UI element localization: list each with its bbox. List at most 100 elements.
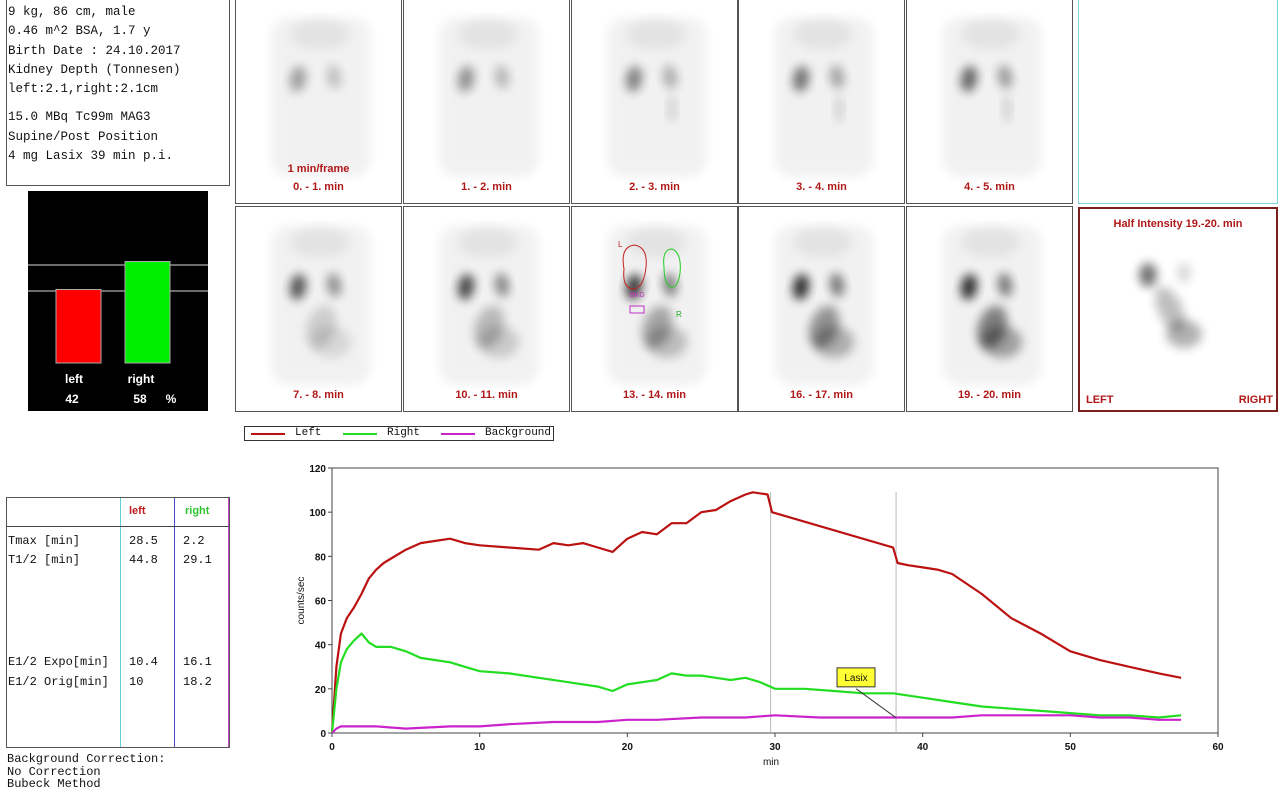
scan-image (942, 17, 1042, 177)
frame-rate-label: 1 min/frame (287, 163, 350, 175)
head-region (290, 18, 350, 50)
uptake-blob (1003, 95, 1011, 123)
plot-frame (331, 467, 1219, 734)
x-tick-label: 10 (474, 742, 486, 753)
annotation-leader (855, 688, 897, 719)
bar-right-value: 58 (133, 392, 147, 406)
roi-left (622, 244, 647, 290)
head-region (793, 226, 853, 258)
uptake-blob (982, 326, 1022, 358)
uptake-blob (289, 66, 307, 92)
renogram-frames: 0. - 1. min 1 min/frame 1. - 2. min 2. - 3.… (235, 0, 1075, 412)
results-table: left right Tmax [min] 28.5 2.2 T1/2 [min… (6, 497, 230, 748)
y-tick-label: 20 (315, 685, 327, 696)
frame-time-label: 4. - 5. min (964, 181, 1015, 193)
scan-image (271, 17, 371, 177)
roi-right-label: R (676, 310, 682, 319)
frame-time-label: 13. - 14. min (623, 389, 686, 401)
roi-background-label: BKG (630, 292, 645, 299)
table-cell-left: 10 (129, 675, 144, 689)
scan-frame: 2. - 3. min (571, 0, 738, 204)
uptake-blob (814, 326, 854, 358)
scan-image (607, 17, 707, 177)
roi-right (663, 248, 681, 288)
legend-label: Background (485, 427, 552, 439)
scan-frame: 0. - 1. min 1 min/frame (235, 0, 402, 204)
uptake-blob (457, 66, 475, 92)
uptake-blob (1177, 263, 1191, 283)
uptake-blob (960, 274, 978, 300)
uptake-blob (835, 95, 843, 123)
table-row-label: T1/2 [min] (8, 553, 81, 567)
head-region (458, 18, 518, 50)
scan-frame: 7. - 8. min (235, 206, 402, 412)
legend-label: Left (295, 427, 322, 439)
head-region (961, 226, 1021, 258)
half-intensity-title: Half Intensity 19.-20. min (1113, 218, 1243, 230)
uptake-blob (326, 65, 342, 89)
uptake-blob (997, 65, 1013, 89)
scan-frame: L R BKG 13. - 14. min (571, 206, 738, 412)
x-tick-label: 60 (1212, 742, 1224, 753)
y-tick-label: 0 (320, 729, 326, 740)
head-region (626, 18, 686, 50)
scan-frame: 19. - 20. min (906, 206, 1073, 412)
info-line: Supine/Post Position (8, 129, 159, 144)
uptake-blob (625, 66, 643, 92)
frame-time-label: 0. - 1. min (293, 181, 344, 193)
table-cell-left: 28.5 (129, 534, 158, 548)
frame-time-label: 19. - 20. min (958, 389, 1021, 401)
roi-background (629, 305, 645, 314)
table-row-label: E1/2 Expo[min] (8, 655, 109, 669)
uptake-blob (625, 274, 643, 300)
y-tick-label: 60 (315, 597, 327, 608)
uptake-blob (829, 273, 845, 297)
x-tick-label: 30 (769, 742, 781, 753)
table-cell-right: 29.1 (183, 553, 212, 567)
frame-time-label: 16. - 17. min (790, 389, 853, 401)
info-line: 15.0 MBq Tc99m MAG3 (8, 110, 151, 125)
table-row-label: Tmax [min] (8, 534, 81, 548)
info-line: 4 mg Lasix 39 min p.i. (8, 149, 174, 164)
chart-legend: Left Right Background (244, 426, 554, 441)
bar-left (55, 289, 102, 364)
table-row-label: E1/2 Orig[min] (8, 675, 109, 689)
frame-time-label: 7. - 8. min (293, 389, 344, 401)
uptake-blob (792, 66, 810, 92)
bar-unit: % (166, 392, 177, 406)
half-intensity-right-label: RIGHT (1238, 394, 1273, 406)
series-line-left (330, 491, 1182, 734)
half-intensity-image (1139, 263, 1202, 348)
info-line: 9 kg, 86 cm, male (8, 5, 136, 19)
y-tick-label: 80 (315, 552, 327, 563)
uptake-blob (494, 273, 510, 297)
table-cell-left: 10.4 (129, 655, 158, 669)
body-outline (942, 17, 1042, 177)
head-region (290, 226, 350, 258)
y-axis-label: counts/sec (296, 577, 307, 625)
body-outline (607, 17, 707, 177)
uptake-blob (647, 326, 687, 358)
info-line: Birth Date : 24.10.2017 (8, 43, 181, 58)
scan-image (439, 225, 539, 385)
bar-left-label: left (65, 372, 83, 386)
frame-time-label: 3. - 4. min (796, 181, 847, 193)
table-header-right: right (185, 505, 210, 517)
uptake-blob (997, 273, 1013, 297)
x-tick-label: 0 (329, 742, 335, 753)
uptake-blob (662, 273, 678, 297)
y-tick-label: 120 (309, 464, 326, 475)
table-cell-right: 16.1 (183, 655, 212, 669)
frame-time-label: 2. - 3. min (629, 181, 680, 193)
uptake-blob (662, 65, 678, 89)
empty-panel (1078, 0, 1278, 204)
scan-frame: 4. - 5. min (906, 0, 1073, 204)
uptake-blob (457, 274, 475, 300)
table-cell-right: 2.2 (183, 534, 205, 548)
bar-left-value: 42 (65, 392, 79, 406)
y-tick-label: 40 (315, 641, 327, 652)
x-tick-label: 20 (622, 742, 634, 753)
half-intensity-panel: Half Intensity 19.-20. min LEFT RIGHT (1078, 207, 1278, 412)
head-region (961, 18, 1021, 50)
scan-frame: 1. - 2. min (403, 0, 570, 204)
